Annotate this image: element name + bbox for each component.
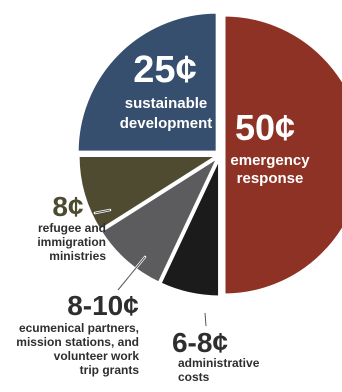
slice-label-line: immigration xyxy=(37,235,106,249)
slice-label-line: trip grants xyxy=(80,363,140,377)
slice-label-sustainable: sustainable development xyxy=(120,95,213,132)
slice-label-line: sustainable xyxy=(125,95,208,112)
slice-amount-ecumenical-partners: 8-10¢ xyxy=(67,290,139,321)
pie-slice-sustainable xyxy=(75,10,219,154)
slice-label-line: administrative xyxy=(178,356,260,370)
slice-label-ecumenical-partners: ecumenical partners, mission stations, an… xyxy=(16,321,139,377)
pie-slice-refugee-and xyxy=(76,154,224,233)
slice-label-line: mission stations, and xyxy=(16,335,139,349)
slice-label-refugee-and: refugee and immigration ministries xyxy=(37,221,106,263)
pie-slice-emergency xyxy=(222,13,342,297)
slice-label-line: response xyxy=(237,170,304,187)
slice-label-line: emergency xyxy=(230,152,310,169)
slice-label-line: costs xyxy=(178,370,210,384)
slice-label-line: development xyxy=(120,115,213,132)
slice-label-line: volunteer work xyxy=(54,349,140,363)
slice-amount-sustainable: 25¢ xyxy=(133,49,196,91)
pie-slice-ecumenical-partners xyxy=(98,152,223,286)
leader-line-inner-ecumenical-partners xyxy=(117,256,146,291)
slice-label-emergency: emergency response xyxy=(230,152,310,187)
slice-label-line: ministries xyxy=(49,249,106,263)
slice-label-line: ecumenical partners, xyxy=(19,321,139,335)
slice-label-line: refugee and xyxy=(38,221,106,235)
leader-line-inner-administrative xyxy=(204,312,207,327)
slice-amount-emergency: 50¢ xyxy=(235,107,295,148)
slice-amount-refugee-and: 8¢ xyxy=(52,191,83,222)
leader-line-inner-refugee-and xyxy=(94,209,111,214)
slice-amount-administrative: 6-8¢ xyxy=(172,327,228,358)
slice-label-administrative: administrative costs xyxy=(178,356,260,384)
